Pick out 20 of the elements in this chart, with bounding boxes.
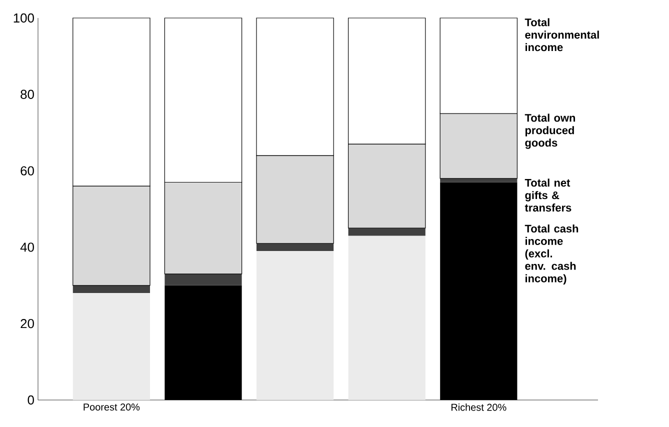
bar [348, 236, 426, 400]
y-tick-label: 20 [20, 319, 34, 328]
series-label: Total environmental income [524, 18, 599, 52]
bar [256, 243, 334, 252]
y-tick-label: 60 [20, 166, 34, 176]
series-label: Total own produced goods [524, 114, 576, 149]
bar [72, 293, 150, 400]
bar [164, 274, 242, 286]
y-tick-label: 80 [20, 90, 34, 99]
y-tick-label: 100 [14, 13, 34, 23]
series-label: Total cash income (excl. env. cash income) [524, 224, 578, 284]
series-label: Total net gifts & transfers [524, 178, 572, 212]
x-tick-label: Richest 20% [452, 404, 506, 411]
bar [440, 178, 518, 182]
bar [348, 228, 426, 236]
bar [256, 251, 334, 400]
y-tick-label: 40 [20, 242, 34, 252]
y-tick-label: 0 [28, 395, 34, 405]
bar [72, 285, 150, 294]
x-tick-label: Poorest 20% [84, 404, 140, 411]
